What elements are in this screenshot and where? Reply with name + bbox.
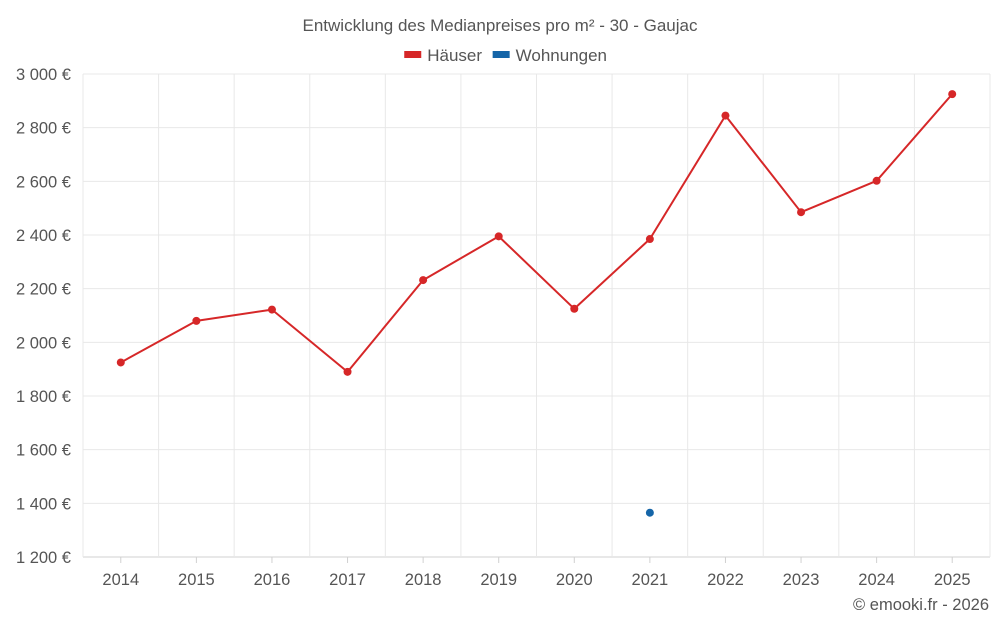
data-point (721, 111, 730, 120)
y-tick-label: 1 400 € (16, 495, 71, 513)
legend-label: Wohnungen (516, 46, 607, 65)
credit-text: © emooki.fr - 2026 (853, 596, 989, 614)
x-tick-label: 2014 (102, 571, 139, 589)
data-point (419, 276, 428, 285)
y-tick-label: 2 200 € (16, 281, 71, 299)
y-tick-label: 1 200 € (16, 549, 71, 567)
series-line-0 (120, 93, 953, 373)
x-tick-label: 2020 (556, 571, 593, 589)
y-tick-label: 2 800 € (16, 120, 71, 138)
y-axis-tick-labels: 1 200 € 1 400 € 1 600 € 1 800 € 2 000 € 2 200… (16, 66, 71, 567)
data-point (343, 367, 352, 376)
x-tick-label: 2018 (405, 571, 442, 589)
x-tick-label: 2019 (480, 571, 517, 589)
legend: Häuser Wohnungen (404, 46, 607, 65)
x-tick-label: 2021 (632, 571, 669, 589)
data-point (797, 208, 806, 217)
x-tick-label: 2024 (858, 571, 895, 589)
legend-swatch (404, 51, 422, 58)
y-tick-label: 2 000 € (16, 334, 71, 352)
grid (82, 73, 991, 563)
data-point (948, 90, 957, 99)
y-tick-label: 1 600 € (16, 442, 71, 460)
data-point (494, 232, 503, 241)
data-point (116, 358, 125, 367)
y-tick-label: 2 400 € (16, 227, 71, 245)
x-tick-label: 2023 (783, 571, 820, 589)
chart-title: Entwicklung des Medianpreises pro m² - 3… (303, 16, 698, 35)
x-tick-label: 2015 (178, 571, 215, 589)
x-tick-label: 2022 (707, 571, 744, 589)
data-point (570, 304, 579, 313)
y-tick-label: 2 600 € (16, 173, 71, 191)
data-point (645, 508, 654, 517)
x-tick-label: 2016 (254, 571, 291, 589)
legend-label: Häuser (427, 46, 482, 65)
x-tick-label: 2025 (934, 571, 971, 589)
data-point (267, 305, 276, 314)
data-point (645, 235, 654, 244)
data-point (872, 176, 881, 185)
legend-swatch (492, 51, 510, 58)
y-tick-label: 3 000 € (16, 66, 71, 84)
y-tick-label: 1 800 € (16, 388, 71, 406)
data-point (192, 316, 201, 325)
x-tick-label: 2017 (329, 571, 366, 589)
series (116, 90, 957, 517)
x-axis-tick-labels: 2014 2015 2016 2017 2018 2019 2020 2021 2022 2023… (102, 571, 970, 589)
